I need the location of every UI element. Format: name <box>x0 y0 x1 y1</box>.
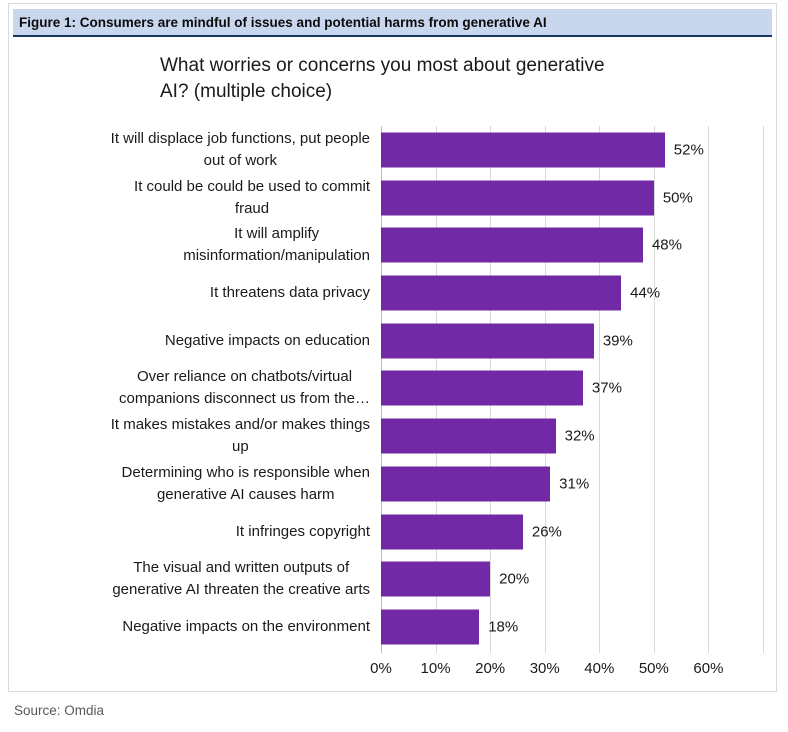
bar-rows: It will displace job functions, put peop… <box>9 126 769 651</box>
category-label-cell: It will amplify misinformation/manipulat… <box>9 223 381 267</box>
bar-track: 52% <box>381 126 763 174</box>
bar <box>381 514 523 550</box>
value-label: 48% <box>651 236 682 254</box>
gridline <box>599 126 601 653</box>
bar-track: 32% <box>381 412 763 460</box>
bar <box>381 323 594 359</box>
value-label: 31% <box>559 475 590 493</box>
bar <box>381 609 480 645</box>
category-label: It will displace job functions, put peop… <box>110 129 370 169</box>
bar-track: 50% <box>381 174 763 222</box>
category-label-cell: Negative impacts on the environment <box>9 616 381 638</box>
bar <box>381 132 665 168</box>
figure-header-label: Figure 1: Consumers are mindful of issue… <box>19 14 547 30</box>
source-label: Source: Omdia <box>14 703 105 718</box>
category-label-cell: The visual and written outputs of genera… <box>9 557 381 601</box>
x-tick-label: 0% <box>370 660 392 677</box>
bar-track: 18% <box>381 603 763 651</box>
bar-row: It will displace job functions, put peop… <box>9 126 769 174</box>
chart-title: What worries or concerns you most about … <box>160 55 605 102</box>
bar-track: 31% <box>381 460 763 508</box>
category-label: The visual and written outputs of genera… <box>112 559 370 599</box>
bar-row: It infringes copyright 26% <box>9 508 769 556</box>
figure-header: Figure 1: Consumers are mindful of issue… <box>13 9 772 37</box>
x-tick-label: 10% <box>420 660 451 677</box>
category-label: It could be could be used to commit frau… <box>134 177 370 217</box>
category-label: It will amplify misinformation/manipulat… <box>183 225 370 265</box>
value-label: 26% <box>531 523 562 541</box>
x-axis: 0% 10% 20% 30% 40% 50% 60% <box>370 660 763 680</box>
value-label: 20% <box>499 570 530 588</box>
category-label-cell: It makes mistakes and/or makes things up <box>9 414 381 458</box>
value-label: 50% <box>662 189 693 207</box>
value-label: 32% <box>564 427 595 445</box>
bar-row: It could be could be used to commit frau… <box>9 174 769 222</box>
gridline <box>653 126 655 653</box>
x-tick-label: 50% <box>638 660 669 677</box>
category-label-cell: It threatens data privacy <box>9 282 381 304</box>
gridline <box>708 126 710 653</box>
category-label: It infringes copyright <box>235 522 370 540</box>
bar <box>381 180 654 216</box>
value-label: 52% <box>673 141 704 159</box>
bar-row: Negative impacts on education 39% <box>9 317 769 365</box>
figure-box: Figure 1: Consumers are mindful of issue… <box>8 3 777 692</box>
bar <box>381 418 556 454</box>
x-tick-label: 40% <box>584 660 615 677</box>
bar-row: Negative impacts on the environment 18% <box>9 603 769 651</box>
bar-row: It threatens data privacy 44% <box>9 269 769 317</box>
value-label: 44% <box>630 284 661 302</box>
bar-track: 37% <box>381 365 763 413</box>
x-tick-label: 20% <box>475 660 506 677</box>
bar-track: 39% <box>381 317 763 365</box>
bar-row: Over reliance on chatbots/virtual compan… <box>9 365 769 413</box>
category-label: Over reliance on chatbots/virtual compan… <box>119 368 370 408</box>
bar-track: 48% <box>381 221 763 269</box>
value-label: 18% <box>488 618 519 636</box>
category-label-cell: It infringes copyright <box>9 521 381 543</box>
category-label-cell: Determining who is responsible when gene… <box>9 462 381 506</box>
bar <box>381 466 551 502</box>
category-label: It threatens data privacy <box>209 284 370 302</box>
bar-row: It will amplify misinformation/manipulat… <box>9 221 769 269</box>
bar <box>381 275 622 311</box>
value-label: 37% <box>591 379 622 397</box>
bar-track: 20% <box>381 555 763 603</box>
category-label-cell: Negative impacts on education <box>9 330 381 352</box>
value-label: 39% <box>602 332 633 350</box>
bar-track: 26% <box>381 508 763 556</box>
category-label: Determining who is responsible when gene… <box>121 463 370 503</box>
bar <box>381 561 491 597</box>
category-label: It makes mistakes and/or makes things up <box>110 416 370 456</box>
x-tick-label: 60% <box>693 660 724 677</box>
category-label-cell: It could be could be used to commit frau… <box>9 176 381 220</box>
bar-row: The visual and written outputs of genera… <box>9 555 769 603</box>
gridline <box>763 126 764 653</box>
category-label-cell: It will displace job functions, put peop… <box>9 128 381 172</box>
category-label-cell: Over reliance on chatbots/virtual compan… <box>9 366 381 410</box>
bar-row: It makes mistakes and/or makes things up… <box>9 412 769 460</box>
bar-row: Determining who is responsible when gene… <box>9 460 769 508</box>
bar-track: 44% <box>381 269 763 317</box>
x-tick-label: 30% <box>529 660 560 677</box>
bar <box>381 227 643 263</box>
bar <box>381 370 583 406</box>
category-label: Negative impacts on the environment <box>122 618 370 636</box>
category-label: Negative impacts on education <box>164 331 370 349</box>
